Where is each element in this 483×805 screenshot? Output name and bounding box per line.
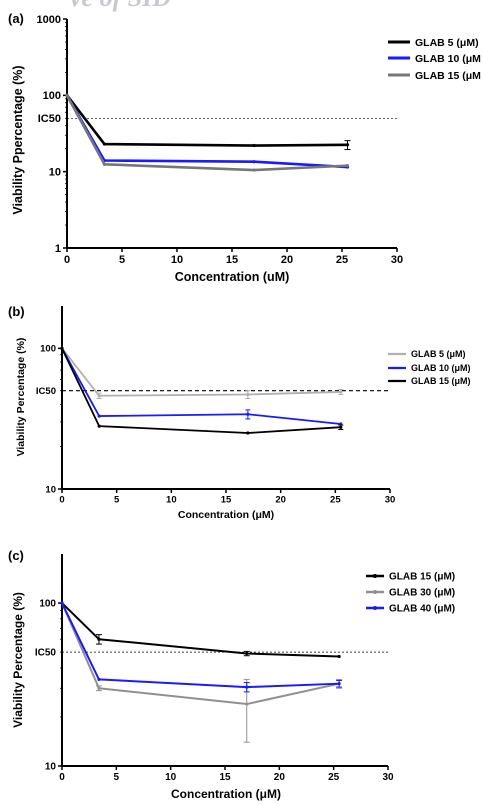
legend-label: GLAB 5 (μM): [411, 349, 466, 359]
x-tick-label: 15: [226, 254, 238, 266]
x-tick-label: 0: [59, 772, 65, 783]
series-line-2: [61, 347, 341, 434]
x-axis-label: Concentration (μM): [171, 787, 281, 801]
panel-label: (b): [8, 304, 25, 319]
x-tick-label: 30: [382, 772, 394, 783]
series-line-0: [61, 347, 341, 397]
y-tick-label: 100: [43, 90, 61, 102]
x-tick-label: 25: [336, 254, 348, 266]
legend-marker: [373, 606, 377, 610]
x-tick-label: 20: [275, 495, 286, 506]
x-tick-label: 10: [165, 772, 177, 783]
data-point: [252, 160, 256, 164]
y-tick-label: 1: [55, 243, 61, 255]
legend-label: GLAB 15 (μM: [415, 70, 481, 82]
data-point: [246, 431, 250, 435]
series-line-2: [61, 602, 340, 689]
series-line-1: [61, 347, 341, 425]
legend-label: GLAB 10 (μM: [415, 53, 481, 65]
data-point: [337, 654, 341, 659]
x-tick-label: 0: [64, 254, 70, 266]
legend-label: GLAB 5 (μM): [415, 37, 479, 49]
x-tick-label: 0: [59, 495, 64, 506]
y-axis-label: Viability Ppercentage (%): [11, 65, 25, 214]
y-axis-label: Viability Percentage (%): [11, 592, 25, 728]
data-point: [65, 93, 69, 97]
panel-label: (a): [8, 11, 24, 26]
legend-label: GLAB 40 (μM): [389, 604, 455, 615]
y-tick-label: 1000: [37, 14, 61, 26]
x-axis-label: Concentration (μM): [178, 509, 274, 521]
data-point: [97, 677, 101, 681]
legend-label: GLAB 15 (μM): [411, 376, 471, 386]
legend-label: GLAB 10 (μM): [411, 363, 471, 373]
data-point: [60, 601, 64, 605]
x-tick-label: 15: [221, 495, 232, 506]
legend-label: GLAB 30 (μM): [389, 588, 455, 599]
data-point: [97, 414, 101, 418]
chart-panel-2: (c) 0 5 10 15 20 25 30 10 100 IC50 GLAB 15 (μM) GLAB…: [8, 548, 455, 801]
x-tick-label: 20: [281, 254, 293, 266]
y-tick-label: 100: [39, 599, 56, 610]
data-point: [102, 142, 106, 146]
x-tick-label: 25: [330, 495, 341, 506]
y-axis-label: Viability Percentage (%): [15, 338, 27, 457]
ic50-label: IC50: [36, 386, 56, 397]
y-tick-label: 10: [49, 167, 61, 179]
series-line-0: [61, 602, 340, 658]
x-tick-label: 20: [274, 772, 286, 783]
series-line-1: [61, 602, 340, 706]
data-point: [97, 424, 101, 428]
x-tick-label: 25: [328, 772, 340, 783]
x-tick-label: 5: [114, 772, 120, 783]
x-axis-label: Concentration (uM): [175, 270, 290, 284]
legend-marker: [373, 574, 377, 578]
data-point: [60, 346, 64, 350]
y-tick-label: 10: [45, 484, 56, 495]
legend-label: GLAB 15 (μM): [389, 572, 455, 583]
series-line-0: [65, 94, 348, 147]
y-tick-label: 10: [45, 762, 57, 773]
x-tick-label: 15: [219, 772, 231, 783]
x-tick-label: 30: [385, 495, 396, 506]
chart-panel-1: (b) 0 5 10 15 20 25 30 10 100 IC50 GLAB 5 (μM) GLAB …: [8, 304, 471, 521]
series-line-1: [65, 94, 348, 169]
data-point: [252, 168, 256, 172]
series-line-2: [65, 94, 348, 172]
x-tick-label: 30: [391, 254, 403, 266]
chart-panel-0: (a) 0 5 10 15 20 25 30 1 10 100 1000 IC50 GLAB 5 (μM)…: [8, 11, 481, 284]
x-tick-label: 5: [119, 254, 125, 266]
x-tick-label: 10: [166, 495, 177, 506]
watermark-text: ve of SID: [70, 0, 171, 12]
y-tick-label: 100: [40, 344, 56, 355]
x-tick-label: 5: [114, 495, 120, 506]
ic50-label: IC50: [35, 648, 57, 659]
legend-marker: [373, 590, 377, 594]
data-point: [102, 162, 106, 166]
x-tick-label: 10: [171, 254, 183, 266]
panel-label: (c): [8, 548, 24, 563]
data-point: [252, 143, 256, 148]
ic50-label: IC50: [38, 113, 61, 125]
data-point: [345, 164, 350, 168]
